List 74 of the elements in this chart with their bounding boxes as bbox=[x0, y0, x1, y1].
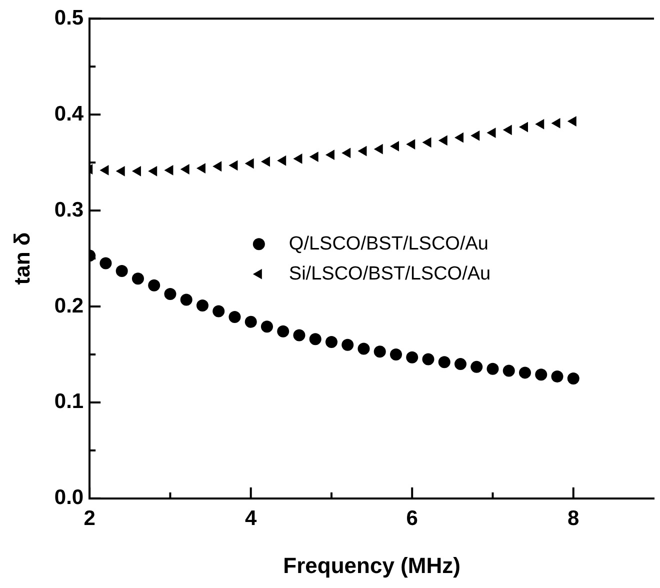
point bbox=[309, 333, 322, 346]
point bbox=[406, 139, 416, 150]
point bbox=[212, 161, 222, 172]
point bbox=[438, 356, 450, 368]
point bbox=[100, 165, 109, 176]
point bbox=[325, 336, 338, 348]
point bbox=[374, 144, 383, 154]
y-tick-label: 0.1 bbox=[54, 390, 84, 414]
point bbox=[470, 130, 480, 141]
point bbox=[293, 154, 302, 164]
point bbox=[116, 264, 128, 277]
point bbox=[244, 158, 254, 169]
point bbox=[196, 300, 208, 312]
point bbox=[196, 163, 206, 174]
point bbox=[132, 166, 141, 176]
point bbox=[228, 160, 238, 171]
point bbox=[438, 135, 448, 146]
point bbox=[454, 358, 466, 370]
point bbox=[342, 338, 354, 351]
point bbox=[551, 118, 560, 128]
point bbox=[342, 148, 351, 158]
point bbox=[164, 165, 174, 176]
y-tick-label: 0.3 bbox=[54, 198, 84, 222]
point bbox=[277, 155, 286, 166]
point bbox=[260, 156, 270, 167]
point bbox=[148, 166, 158, 176]
point bbox=[164, 288, 176, 300]
point bbox=[228, 311, 241, 324]
point bbox=[406, 351, 418, 364]
point bbox=[518, 122, 528, 132]
point bbox=[390, 141, 399, 152]
point bbox=[180, 294, 192, 306]
point bbox=[374, 346, 386, 358]
point bbox=[309, 152, 318, 162]
point bbox=[486, 128, 496, 138]
point bbox=[180, 164, 190, 174]
point bbox=[260, 320, 273, 333]
point bbox=[358, 146, 367, 156]
y-tick-label: 0.5 bbox=[54, 6, 84, 30]
point bbox=[100, 257, 112, 270]
y-tick-label: 0.0 bbox=[54, 486, 84, 510]
point bbox=[535, 368, 548, 381]
point bbox=[567, 372, 580, 384]
point bbox=[502, 124, 512, 136]
point bbox=[486, 362, 499, 375]
point bbox=[567, 116, 576, 126]
point bbox=[390, 348, 402, 360]
point bbox=[454, 132, 464, 143]
x-tick-label: 8 bbox=[568, 506, 580, 530]
point bbox=[148, 279, 160, 292]
point bbox=[422, 353, 434, 366]
point bbox=[132, 272, 144, 285]
point bbox=[470, 360, 483, 373]
point bbox=[535, 118, 544, 130]
legend-label: Si/LSCO/BST/LSCO/Au bbox=[288, 263, 491, 284]
point bbox=[212, 305, 225, 318]
point bbox=[422, 137, 432, 148]
y-axis-title: tan δ bbox=[9, 232, 34, 285]
y-tick-label: 0.2 bbox=[54, 294, 84, 318]
point bbox=[116, 166, 125, 176]
point bbox=[244, 316, 257, 328]
x-tick-label: 4 bbox=[245, 506, 258, 530]
x-axis-title: Frequency (MHz) bbox=[283, 552, 460, 578]
x-tick-label: 2 bbox=[84, 506, 96, 530]
point bbox=[293, 329, 306, 342]
point bbox=[277, 325, 290, 338]
point bbox=[502, 364, 515, 377]
point bbox=[518, 366, 531, 379]
point bbox=[358, 342, 370, 355]
legend-label: Q/LSCO/BST/LSCO/Au bbox=[288, 233, 488, 254]
x-tick-label: 6 bbox=[406, 506, 418, 530]
y-tick-label: 0.4 bbox=[54, 102, 84, 126]
point bbox=[551, 370, 564, 383]
point bbox=[325, 150, 334, 160]
